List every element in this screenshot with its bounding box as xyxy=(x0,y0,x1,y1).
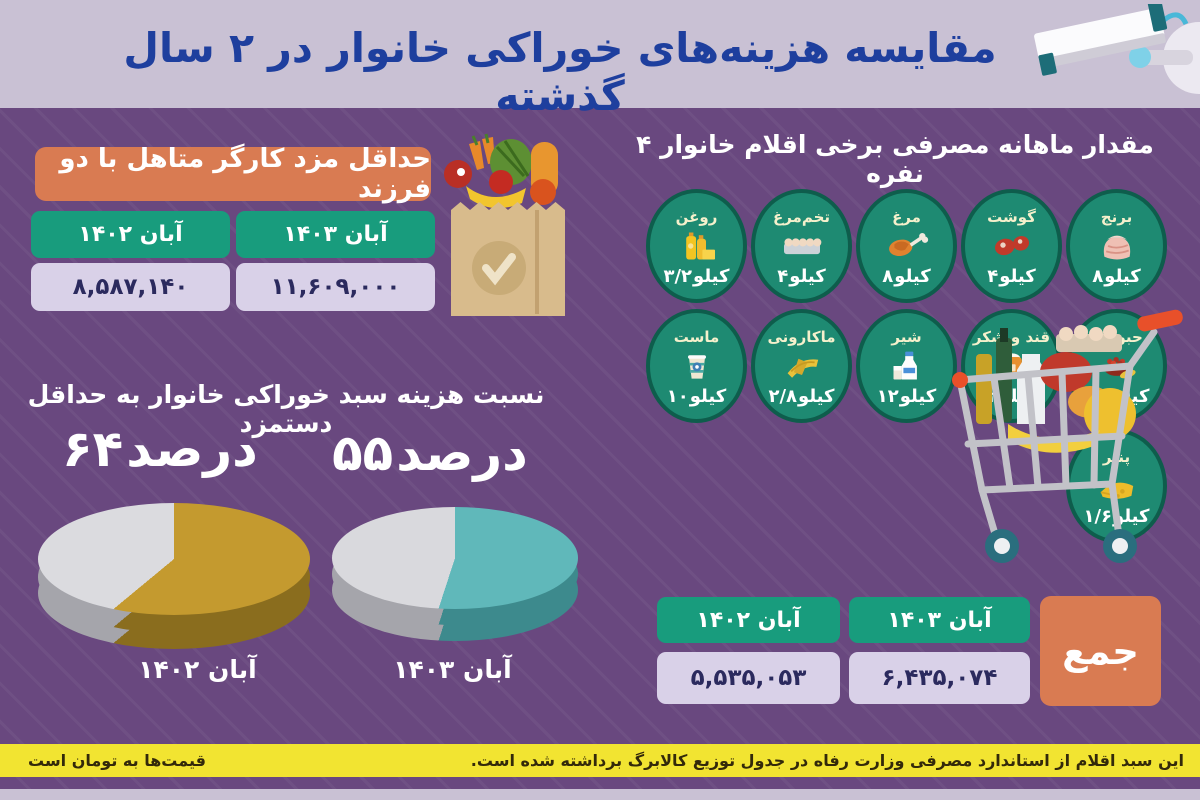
percent-1402: ۶۴ درصد xyxy=(40,420,280,478)
item-label: ماکارونی xyxy=(767,327,836,346)
item-label: مرغ xyxy=(892,207,921,226)
cctv-camera-icon xyxy=(1034,4,1200,94)
pasta-icon xyxy=(780,346,824,386)
ratio-title: نسبت هزینه سبد خوراکی خانوار به حداقل دس… xyxy=(27,380,545,438)
rice-bag-icon xyxy=(1095,226,1139,266)
percent-unit: درصد xyxy=(396,424,528,482)
footer-bar: این سبد اقلام از استاندارد مصرفی وزارت ر… xyxy=(0,744,1200,777)
totals-col-1402: آبان ۱۴۰۲ xyxy=(657,597,840,643)
item-label: روغن xyxy=(675,207,718,226)
chicken-icon xyxy=(885,226,929,266)
consumption-item-oil: روغن ۳/۲ کیلو xyxy=(646,189,747,303)
pie-chart-1403 xyxy=(332,507,578,647)
grocery-bag-icon xyxy=(444,133,565,316)
meat-icon xyxy=(990,226,1034,266)
item-value: ۱۰ کیلو xyxy=(667,386,726,407)
consumption-item-yogurt: ماست ۱۰ کیلو xyxy=(646,309,747,423)
wage-col-1402: آبان ۱۴۰۲ xyxy=(31,211,230,258)
yogurt-icon xyxy=(675,346,719,386)
item-label: تخم‌مرغ xyxy=(772,207,831,226)
oil-icon xyxy=(675,226,719,266)
totals-value-1402: ۵,۵۳۵,۰۵۳ xyxy=(657,652,840,704)
item-value-number: ۲ xyxy=(987,385,999,407)
wage-value-1402: ۸,۵۸۷,۱۴۰ xyxy=(31,263,230,311)
item-value-unit: کیلو xyxy=(999,265,1036,287)
item-value: ۱۲ کیلو xyxy=(877,386,936,407)
item-value-number: ۸ xyxy=(882,265,894,287)
item-value-unit: کیلو xyxy=(1113,505,1150,527)
consumption-item-rice: برنج ۸ کیلو xyxy=(1066,189,1167,303)
consumption-item-meat: گوشت ۴ کیلو xyxy=(961,189,1062,303)
item-value-number: ۱/۶ xyxy=(1083,505,1113,527)
percent-unit: درصد xyxy=(126,420,258,478)
wage-value-1403: ۱۱,۶۰۹,۰۰۰ xyxy=(236,263,435,311)
item-value: ۸ کیلو xyxy=(882,266,930,287)
pie-caption-1403: آبان ۱۴۰۳ xyxy=(393,655,512,684)
item-value-number: ۴ xyxy=(987,265,999,287)
item-value: ۳/۲ کیلو xyxy=(664,266,730,287)
item-value: ۱/۶ کیلو xyxy=(1084,506,1150,527)
item-value: ۸ کیلو xyxy=(1092,266,1140,287)
item-label: برنج xyxy=(1100,207,1133,226)
eggs-icon xyxy=(780,226,824,266)
pie-top xyxy=(332,507,578,609)
consumption-title: مقدار ماهانه مصرفی برخی اقلام خانوار ۴ ن… xyxy=(636,130,1154,188)
percent-number: ۶۴ xyxy=(62,420,124,478)
consumption-item-eggs: تخم‌مرغ ۴ کیلو xyxy=(751,189,852,303)
totals-col-1403: آبان ۱۴۰۳ xyxy=(849,597,1030,643)
item-label: ماست xyxy=(673,327,720,346)
item-value-number: ۳/۲ xyxy=(663,265,693,287)
item-value-unit: کیلو xyxy=(693,265,730,287)
consumption-item-chicken: مرغ ۸ کیلو xyxy=(856,189,957,303)
totals-title: جمع xyxy=(1040,596,1161,706)
item-value-unit: کیلو xyxy=(798,385,835,407)
footer-note-currency: قیمت‌ها به تومان است xyxy=(28,751,206,770)
item-label: شیر xyxy=(891,327,922,346)
milk-icon xyxy=(885,346,929,386)
shopping-cart-icon xyxy=(952,309,1183,563)
item-value-number: ۴ xyxy=(777,265,789,287)
item-value-unit: کیلو xyxy=(899,385,937,407)
percent-1403: ۵۵ درصد xyxy=(320,424,540,482)
item-value: ۴ کیلو xyxy=(777,266,825,287)
wage-card-title: حداقل مزد کارگر متاهل با دو فرزند xyxy=(35,144,431,204)
pie-top xyxy=(38,503,310,615)
consumption-item-pasta: ماکارونی ۲/۸ کیلو xyxy=(751,309,852,423)
pie-chart-1402 xyxy=(38,503,310,653)
item-value: ۲/۸ کیلو xyxy=(769,386,835,407)
item-value-unit: کیلو xyxy=(1104,265,1141,287)
totals-value-1403: ۶,۴۳۵,۰۷۴ xyxy=(849,652,1030,704)
item-value-number: ۸ xyxy=(1092,265,1104,287)
item-value-number: ۱۰ xyxy=(666,385,689,407)
pie-caption-1402: آبان ۱۴۰۲ xyxy=(138,655,257,684)
page-title: مقایسه هزینه‌های خوراکی خانوار در ۲ سال … xyxy=(123,24,997,120)
item-value-unit: کیلو xyxy=(894,265,931,287)
consumption-item-milk: شیر ۱۲ کیلو xyxy=(856,309,957,423)
item-value: ۴ کیلو xyxy=(987,266,1035,287)
wage-col-1403: آبان ۱۴۰۳ xyxy=(236,211,435,258)
item-label: گوشت xyxy=(987,207,1036,226)
percent-number: ۵۵ xyxy=(332,424,394,482)
item-label: قند و شکر xyxy=(972,327,1051,346)
header-bar: مقایسه هزینه‌های خوراکی خانوار در ۲ سال … xyxy=(0,0,1200,120)
footer-note-source: این سبد اقلام از استاندارد مصرفی وزارت ر… xyxy=(470,751,1184,770)
item-value-unit: کیلو xyxy=(789,265,826,287)
bottom-strip xyxy=(0,789,1200,800)
item-value-number: ۱۲ xyxy=(876,385,899,407)
item-value-number: ۲/۸ xyxy=(768,385,798,407)
item-value-unit: کیلو xyxy=(689,385,727,407)
